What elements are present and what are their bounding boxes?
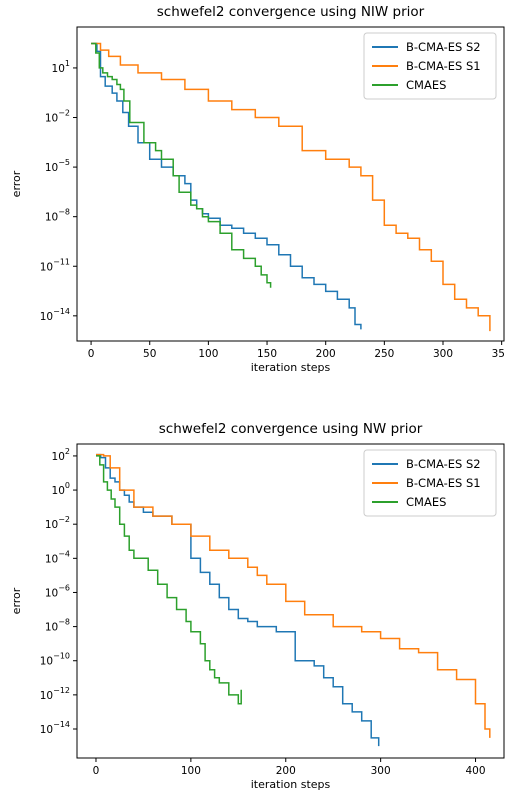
- legend-label: B-CMA-ES S2: [406, 40, 481, 54]
- y-tick-exponent: −5: [58, 158, 70, 167]
- y-tick-base: 10: [40, 311, 53, 323]
- y-tick-label: 10−10: [40, 652, 70, 668]
- legend-label: B-CMA-ES S2: [406, 457, 481, 471]
- y-tick-exponent: −2: [58, 515, 70, 524]
- y-axis-label: error: [10, 587, 23, 614]
- x-tick-label: 200: [316, 348, 336, 360]
- y-tick-base: 10: [45, 553, 58, 565]
- y-tick-base: 10: [40, 724, 53, 736]
- y-tick-base: 10: [45, 212, 58, 224]
- y-tick-label: 102: [52, 447, 70, 463]
- y-tick-base: 10: [52, 451, 65, 463]
- x-tick-label: 300: [371, 765, 391, 777]
- y-tick-label: 100: [52, 481, 70, 497]
- y-tick-base: 10: [45, 162, 58, 174]
- chart-title: schwefel2 convergence using NW prior: [159, 421, 423, 437]
- series-line-cmaes: [91, 42, 272, 288]
- y-tick-label: 10−12: [40, 686, 70, 702]
- plot-frame: [76, 443, 505, 759]
- y-tick-exponent: −2: [58, 109, 70, 118]
- x-tick-label: 400: [466, 765, 486, 777]
- y-tick-exponent: 2: [65, 447, 70, 456]
- legend-label: CMAES: [406, 78, 446, 92]
- x-tick-label: 150: [257, 348, 277, 360]
- y-tick-base: 10: [40, 690, 53, 702]
- y-tick-exponent: −14: [53, 307, 70, 316]
- y-tick-exponent: −10: [53, 652, 70, 661]
- chart-niw-prior: schwefel2 convergence using NIW prior 0 50…: [10, 4, 505, 374]
- x-tick-label: 100: [198, 348, 218, 360]
- y-tick-label: 10−2: [45, 515, 70, 531]
- series-line-b-cma-es-s2: [91, 42, 362, 330]
- y-tick-exponent: −14: [53, 720, 70, 729]
- y-tick-base: 10: [45, 622, 58, 634]
- legend-box: [363, 449, 497, 517]
- y-tick-label: 10−14: [40, 720, 70, 736]
- y-tick-exponent: −4: [58, 549, 70, 558]
- series-line-b-cma-es-s1: [96, 453, 491, 738]
- legend-box: [363, 32, 497, 100]
- series-line-b-cma-es-s2: [96, 453, 380, 747]
- y-tick-label: 10−6: [45, 583, 70, 599]
- x-axis-label: iteration steps: [251, 361, 331, 374]
- y-tick-label: 10−4: [45, 549, 70, 565]
- plot-frame: [76, 26, 505, 342]
- x-tick-label: 300: [433, 348, 453, 360]
- y-tick-exponent: 0: [65, 481, 70, 490]
- y-tick-label: 10−8: [45, 618, 70, 634]
- y-tick-base: 10: [40, 656, 53, 668]
- x-tick-label: 200: [276, 765, 296, 777]
- x-tick-label: 100: [181, 765, 201, 777]
- y-tick-label: 10−8: [45, 208, 70, 224]
- legend-label: CMAES: [406, 495, 446, 509]
- x-tick-label: 0: [88, 348, 95, 360]
- x-axis-label: iteration steps: [251, 778, 331, 791]
- y-tick-base: 10: [45, 113, 58, 125]
- y-tick-exponent: −6: [58, 583, 70, 592]
- y-tick-label: 10−5: [45, 158, 70, 174]
- y-tick-base: 10: [52, 485, 65, 497]
- legend-label: B-CMA-ES S1: [406, 476, 481, 490]
- y-tick-exponent: 1: [65, 59, 70, 68]
- y-tick-label: 10−11: [40, 257, 70, 273]
- series-line-cmaes: [96, 455, 242, 705]
- y-tick-base: 10: [40, 261, 53, 273]
- y-tick-exponent: −8: [58, 208, 70, 217]
- y-tick-label: 10−14: [40, 307, 70, 323]
- x-tick-label: 0: [93, 765, 100, 777]
- legend: B-CMA-ES S2 B-CMA-ES S1 CMAES: [363, 32, 497, 100]
- x-tick-label: 350: [492, 348, 505, 360]
- legend: B-CMA-ES S2 B-CMA-ES S1 CMAES: [363, 449, 497, 517]
- series-line-b-cma-es-s1: [91, 42, 491, 332]
- y-tick-base: 10: [45, 519, 58, 531]
- y-tick-exponent: −12: [53, 686, 70, 695]
- chart-title: schwefel2 convergence using NIW prior: [157, 4, 425, 20]
- y-tick-label: 10−2: [45, 109, 70, 125]
- y-tick-label: 101: [52, 59, 70, 75]
- y-tick-base: 10: [52, 63, 65, 75]
- legend-label: B-CMA-ES S1: [406, 59, 481, 73]
- y-tick-base: 10: [45, 587, 58, 599]
- y-axis-label: error: [10, 170, 23, 197]
- x-tick-label: 250: [374, 348, 394, 360]
- y-tick-exponent: −8: [58, 618, 70, 627]
- y-tick-exponent: −11: [53, 257, 70, 266]
- x-tick-label: 50: [143, 348, 156, 360]
